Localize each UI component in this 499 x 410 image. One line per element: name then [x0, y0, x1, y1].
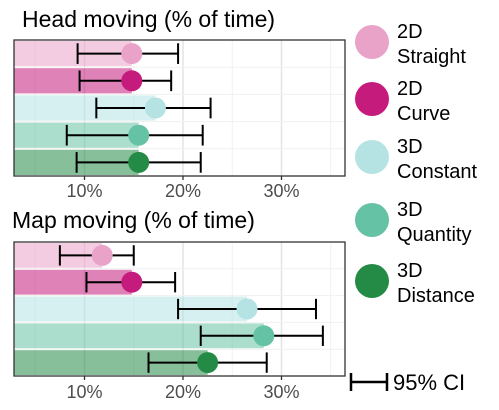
mean-point	[91, 244, 113, 266]
mean-point	[121, 43, 143, 65]
x-tick-label: 30%	[263, 382, 299, 402]
head-panel-title: Head moving (% of time)	[22, 6, 275, 32]
x-tick-label: 30%	[263, 181, 299, 201]
legend-label-line1: 3D	[397, 260, 423, 282]
x-tick-label: 10%	[66, 382, 102, 402]
mean-point	[121, 271, 143, 293]
mean-point	[144, 97, 166, 119]
ci-key-label: 95% CI	[393, 370, 465, 395]
legend-label-line1: 2D	[397, 21, 423, 43]
plot-frame	[13, 39, 346, 177]
legend-swatch	[355, 203, 389, 237]
mean-point	[236, 298, 258, 320]
x-tick-label: 20%	[165, 181, 201, 201]
legend-item: 2D Straight	[355, 21, 466, 68]
legend-item: 3D Constant	[355, 136, 477, 183]
map-panel-title: Map moving (% of time)	[12, 207, 255, 233]
plot-frame	[13, 241, 346, 377]
map-moving-panel: 10% 20% 30%	[13, 241, 346, 402]
legend-item: 3D Distance	[355, 260, 475, 307]
mean-point	[121, 70, 143, 92]
legend-label-line2: Curve	[397, 103, 450, 125]
legend-item: 3D Quantity	[355, 199, 471, 246]
legend: 2D Straight 2D Curve 3D Constant 3D Quantity 3D D…	[355, 21, 477, 307]
legend-label-line2: Quantity	[397, 224, 471, 246]
mean-point	[197, 352, 219, 374]
head-moving-panel: 10% 20% 30%	[13, 39, 346, 201]
legend-label-line2: Distance	[397, 285, 475, 307]
mean-point	[128, 124, 150, 146]
mean-point	[253, 325, 275, 347]
legend-swatch	[355, 140, 389, 174]
x-tick-label: 20%	[165, 382, 201, 402]
legend-item: 2D Curve	[355, 78, 450, 125]
legend-swatch	[355, 264, 389, 298]
legend-swatch	[355, 25, 389, 59]
ci-key: 95% CI	[349, 370, 465, 395]
legend-label-line1: 3D	[397, 136, 423, 158]
legend-label-line1: 3D	[397, 199, 423, 221]
legend-swatch	[355, 82, 389, 116]
legend-label-line2: Straight	[397, 46, 466, 68]
mean-point	[128, 151, 150, 173]
legend-label-line2: Constant	[397, 161, 477, 183]
legend-label-line1: 2D	[397, 78, 423, 100]
x-tick-label: 10%	[66, 181, 102, 201]
